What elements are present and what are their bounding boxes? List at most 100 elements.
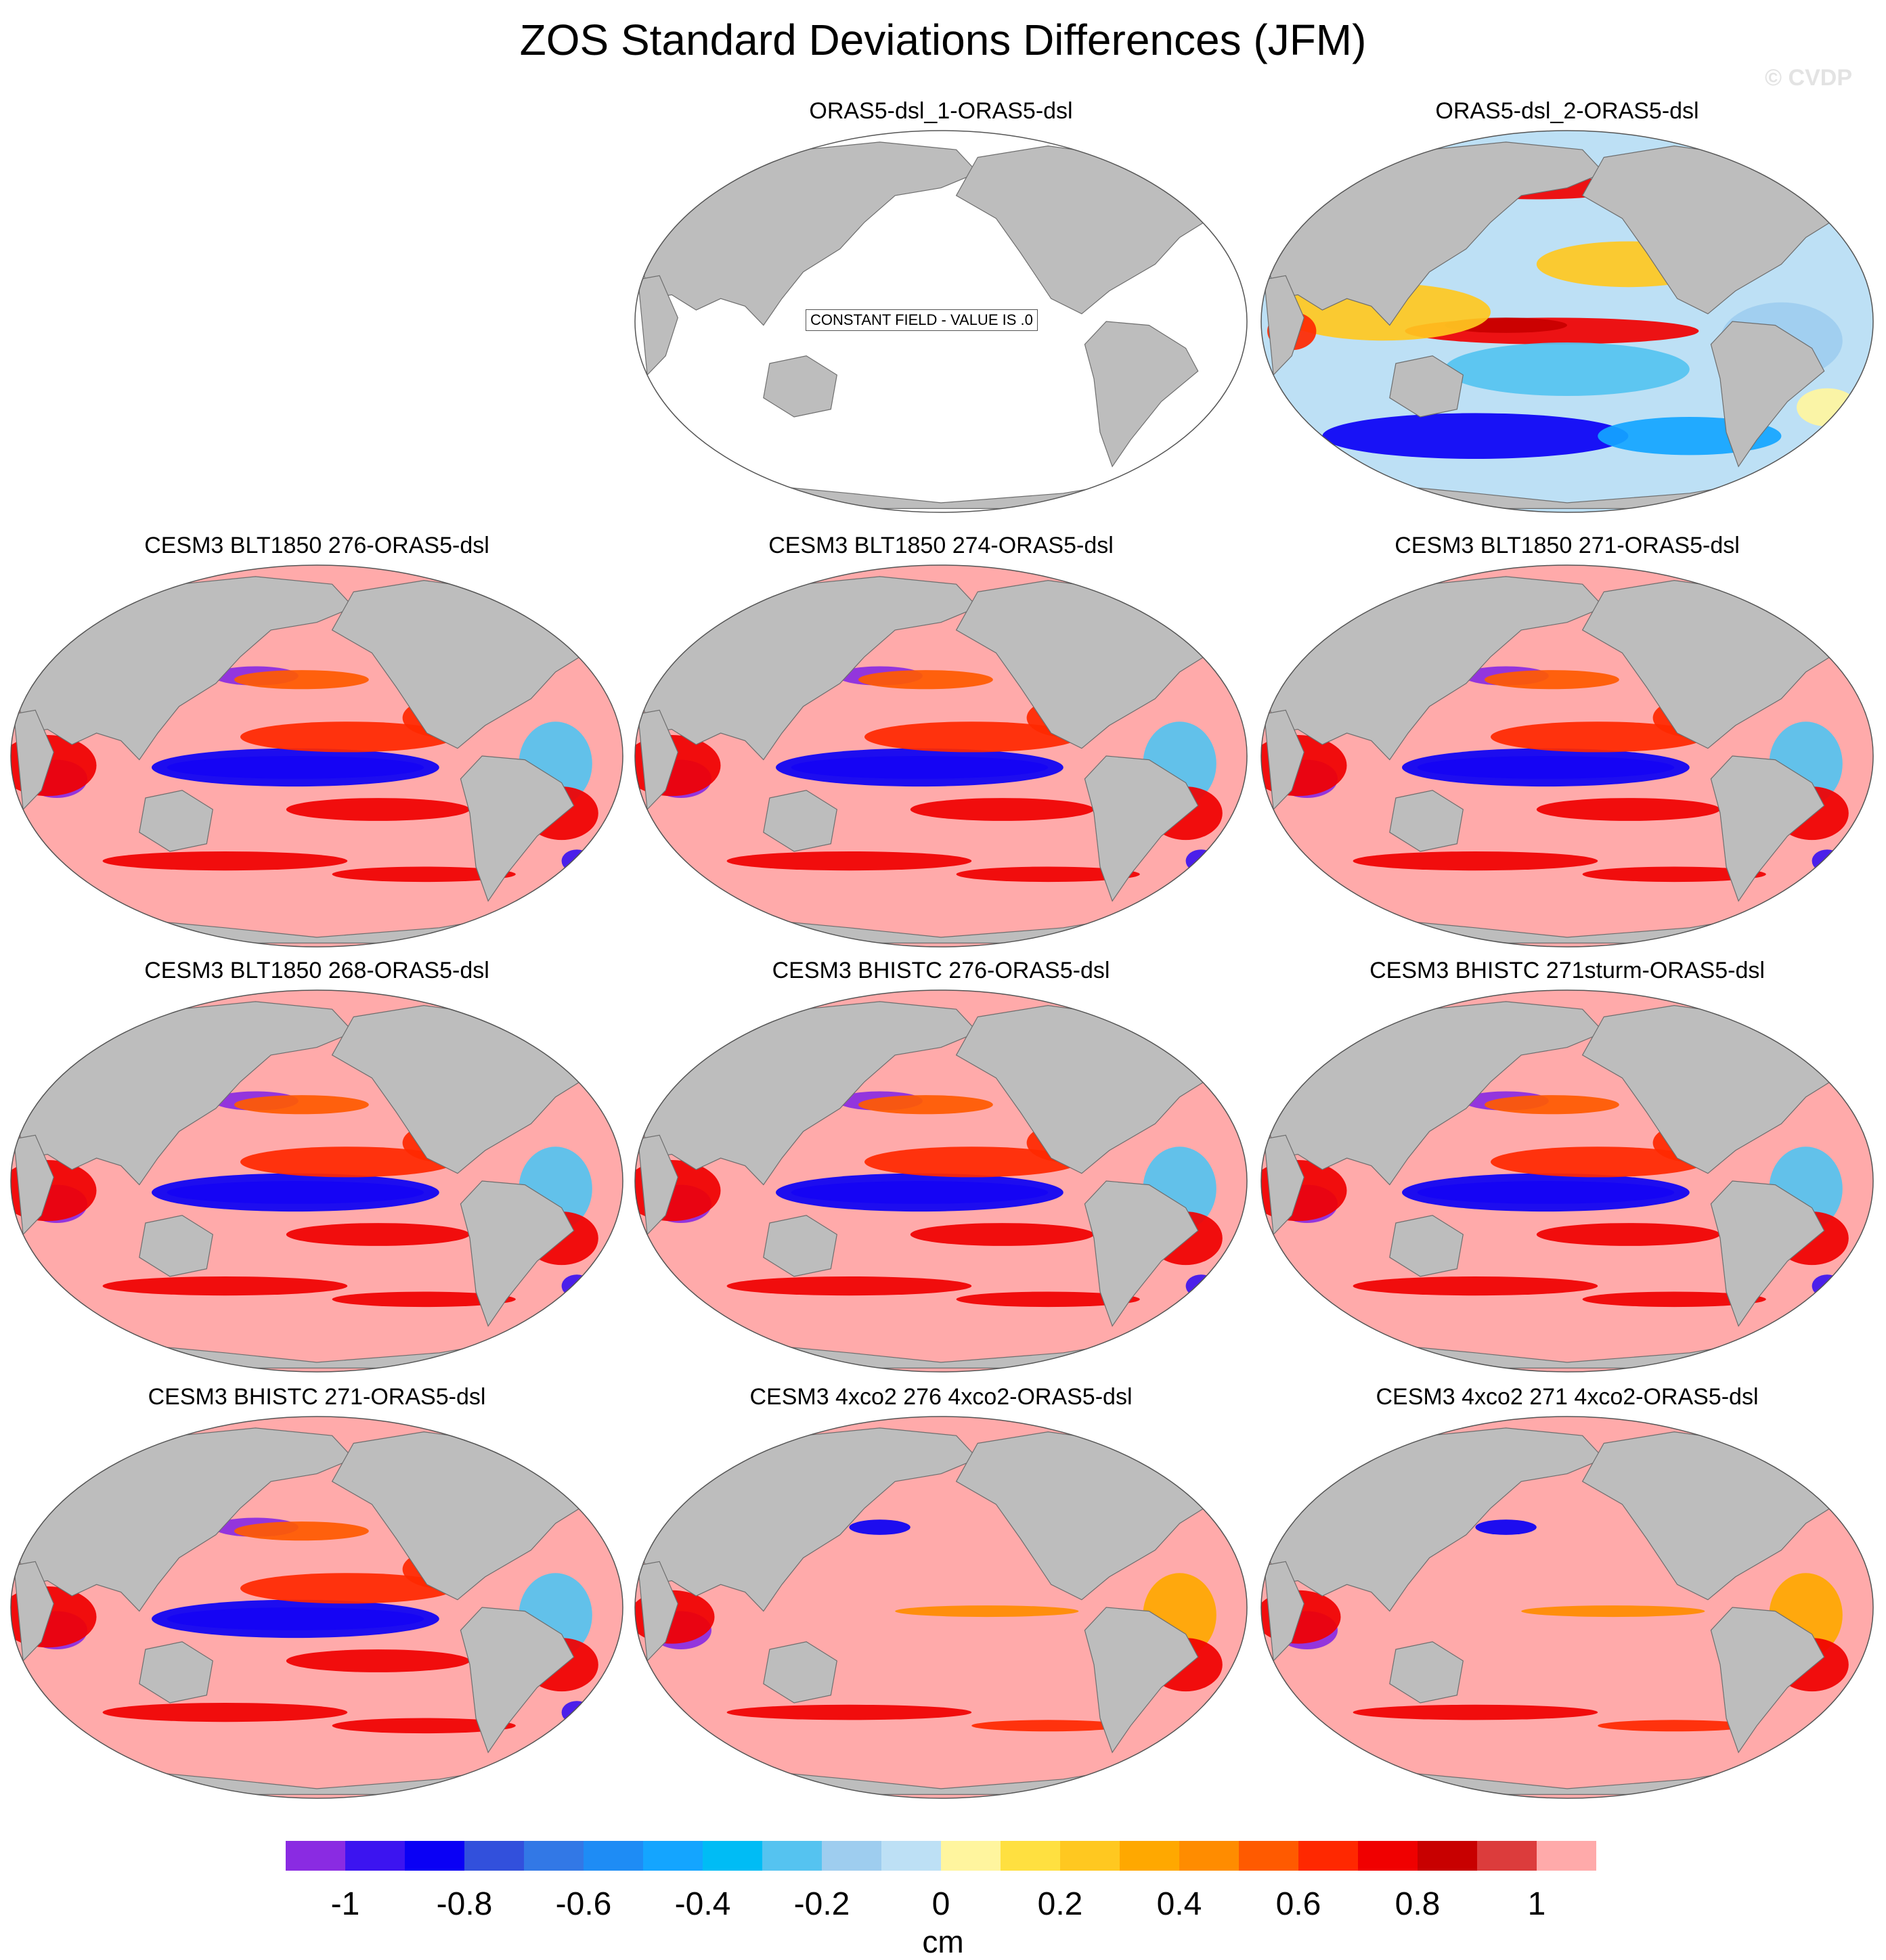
anomaly-blob: [1582, 1291, 1766, 1308]
colorbar-box: [1477, 1841, 1537, 1871]
land-australia: [763, 1215, 837, 1277]
land-africa: [1263, 709, 1304, 811]
map-panel: ORAS5-dsl_1-ORAS5-dsl CONSTANT FIELD - V…: [630, 98, 1252, 518]
land-australia: [1389, 355, 1464, 418]
land-southAmerica: [1084, 1607, 1199, 1754]
map-panel: ORAS5-dsl_2-ORAS5-dsl: [1256, 98, 1879, 518]
land-africa: [1263, 275, 1304, 376]
anomaly-blob: [776, 748, 1063, 787]
anomaly-blob: [286, 1649, 470, 1672]
map-svg: [1260, 1416, 1874, 1799]
anomaly-blob: [1812, 1274, 1843, 1297]
land-southAmerica: [1710, 755, 1825, 902]
anomaly-blob: [240, 1146, 455, 1178]
world-map: [630, 561, 1252, 951]
colorbar-tick-label: 0: [931, 1886, 950, 1922]
land-australia: [1389, 790, 1464, 852]
colorbar-box: [822, 1841, 881, 1871]
land-greenland: [1786, 572, 1843, 608]
land-greenland: [1160, 997, 1217, 1033]
land-eurasia: [1267, 1427, 1605, 1612]
land-australia: [763, 790, 837, 852]
anomaly-blob: [910, 798, 1094, 821]
land-africa: [637, 1561, 678, 1662]
land-eurasia: [1267, 141, 1605, 326]
colorbar-tick-label: 0.8: [1395, 1886, 1441, 1922]
anomaly-blob: [152, 1599, 439, 1639]
anomaly-blob: [234, 670, 369, 690]
colorbar-tick-label: 0.4: [1156, 1886, 1202, 1922]
colorbar: [286, 1841, 1596, 1871]
anomaly-blob: [240, 721, 455, 753]
land-australia: [763, 355, 837, 418]
anomaly-blob: [332, 1291, 516, 1308]
land-africa: [637, 1134, 678, 1236]
anomaly-blob: [864, 1146, 1079, 1178]
colorbar-box: [524, 1841, 584, 1871]
land-greenland: [1786, 997, 1843, 1033]
anomaly-blob: [561, 1274, 592, 1297]
land-southAmerica: [1710, 321, 1825, 468]
colorbar-box: [1120, 1841, 1179, 1871]
colorbar-box: [703, 1841, 762, 1871]
anomaly-blob: [956, 1291, 1140, 1308]
anomaly-blob: [1536, 798, 1720, 821]
anomaly-blob: [102, 1276, 348, 1296]
land-eurasia: [1267, 576, 1605, 761]
land-southAmerica: [1710, 1180, 1825, 1327]
anomaly-blob: [152, 1173, 439, 1212]
anomaly-blob: [152, 748, 439, 787]
anomaly-blob: [561, 849, 592, 872]
panel-title: CESM3 BLT1850 274-ORAS5-dsl: [768, 533, 1114, 558]
map-outline: [10, 989, 623, 1373]
anomaly-blob: [234, 1095, 369, 1115]
figure-title: ZOS Standard Deviations Differences (JFM…: [519, 16, 1367, 64]
colorbar-box: [405, 1841, 464, 1871]
land-australia: [139, 1641, 213, 1703]
colorbar-box: [1537, 1841, 1596, 1871]
panel-title: CESM3 BHISTC 271-ORAS5-dsl: [148, 1384, 486, 1410]
land-africa: [637, 275, 678, 376]
land-africa: [637, 709, 678, 811]
colorbar-box: [1001, 1841, 1060, 1871]
land-australia: [139, 790, 213, 852]
map-svg: [634, 989, 1248, 1373]
land-southAmerica: [1084, 1180, 1199, 1327]
land-greenland: [1160, 572, 1217, 608]
anomaly-blob: [1485, 1095, 1619, 1115]
colorbar-box: [1298, 1841, 1358, 1871]
anomaly-blob: [286, 798, 470, 821]
map-panel: CESM3 BHISTC 276-ORAS5-dsl: [630, 958, 1252, 1377]
colorbar-tick-label: -0.2: [793, 1886, 850, 1922]
map-outline: [634, 1416, 1248, 1799]
anomaly-blob: [971, 1720, 1125, 1732]
anomaly-blob: [1491, 1146, 1705, 1178]
anomaly-blob: [1185, 1274, 1216, 1297]
world-map: [1256, 127, 1879, 516]
world-map: [630, 986, 1252, 1376]
colorbar-tick-label: -0.4: [674, 1886, 731, 1922]
panel-title: CESM3 BHISTC 276-ORAS5-dsl: [772, 958, 1110, 983]
panel-title: CESM3 BLT1850 268-ORAS5-dsl: [144, 958, 489, 983]
anomaly-blob: [1402, 748, 1690, 787]
map-svg: [634, 130, 1248, 513]
map-outline: [1260, 564, 1874, 948]
land-greenland: [536, 572, 593, 608]
land-southAmerica: [460, 1607, 575, 1754]
anomaly-blob: [1322, 413, 1629, 459]
land-eurasia: [640, 141, 979, 326]
anomaly-blob: [726, 1704, 972, 1720]
anomaly-blob: [1812, 849, 1843, 872]
anomaly-blob: [1353, 851, 1598, 871]
anomaly-blob: [1491, 721, 1705, 753]
colorbar-tick-label: 0.6: [1275, 1886, 1321, 1922]
land-southAmerica: [460, 755, 575, 902]
map-svg: [1260, 989, 1874, 1373]
colorbar-box: [1418, 1841, 1477, 1871]
land-greenland: [1786, 1423, 1843, 1459]
land-greenland: [536, 1423, 593, 1459]
anomaly-blob: [1445, 342, 1690, 396]
map-outline: [10, 1416, 623, 1799]
anomaly-blob: [1475, 1519, 1537, 1535]
colorbar-tick-label: -1: [330, 1886, 360, 1922]
